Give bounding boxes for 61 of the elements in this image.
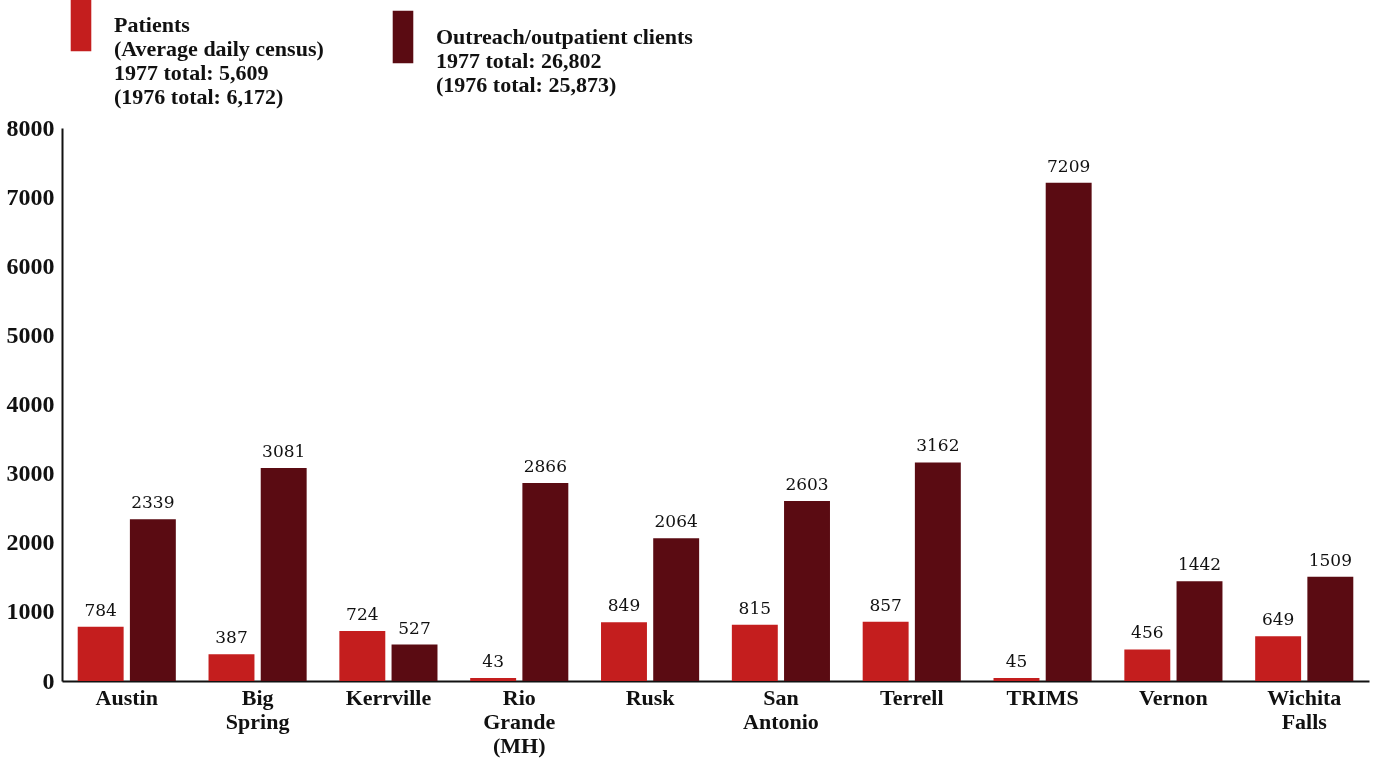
data-label: 724 — [346, 603, 379, 624]
legend-label: Outreach/outpatient clients 1977 total: 26,802 (1976 total: 25,873) — [436, 24, 694, 97]
y-tick-label: 7000 — [6, 183, 55, 210]
bar — [208, 654, 255, 681]
bar — [1176, 581, 1223, 681]
data-label: 387 — [215, 627, 248, 648]
bar — [77, 626, 124, 681]
bar — [1045, 182, 1092, 681]
data-label: 2603 — [785, 474, 829, 495]
bar — [260, 468, 307, 681]
data-label: 3081 — [262, 441, 306, 462]
bar — [1307, 576, 1354, 681]
bar — [784, 501, 830, 681]
bar — [1124, 649, 1171, 681]
data-label: 2866 — [523, 455, 567, 476]
x-tick-label: Big Spring — [225, 684, 290, 734]
y-tick-label: 0 — [42, 667, 55, 694]
data-label: 2339 — [131, 492, 175, 513]
data-label: 1509 — [1308, 549, 1352, 570]
y-tick-label: 4000 — [6, 391, 55, 417]
y-tick-label: 2000 — [6, 529, 55, 556]
bar — [129, 519, 176, 681]
data-label: 849 — [607, 595, 641, 616]
y-tick-label: 3000 — [6, 460, 55, 487]
bar — [993, 677, 1040, 681]
data-label: 7209 — [1047, 155, 1091, 176]
bar — [470, 678, 517, 681]
y-tick-label: 8000 — [6, 114, 55, 141]
y-tick-label: 1000 — [6, 598, 55, 625]
bar — [1255, 636, 1302, 681]
data-label: 45 — [1005, 650, 1028, 671]
bar — [862, 621, 909, 681]
x-tick-label: Vernon — [1138, 684, 1208, 710]
x-tick-label: TRIMS — [1006, 684, 1079, 710]
y-tick-label: 5000 — [6, 321, 55, 348]
bar — [339, 630, 386, 681]
legend-label: Patients (Average daily census) 1977 total: 5,609 (1976 total: 6,172) — [114, 12, 324, 109]
data-label: 815 — [738, 597, 772, 618]
data-label: 857 — [869, 594, 902, 615]
y-tick-label: 6000 — [6, 252, 55, 279]
bar — [391, 644, 438, 681]
data-label: 1442 — [1177, 554, 1222, 575]
x-tick-label: Rio Grande (MH) — [483, 684, 556, 758]
bar — [653, 538, 700, 681]
data-label: 527 — [398, 617, 431, 638]
bar — [914, 462, 961, 681]
data-label: 456 — [1131, 622, 1164, 643]
bar — [522, 482, 569, 681]
x-tick-label: Wichita Falls — [1267, 684, 1342, 734]
bar — [601, 622, 647, 681]
x-tick-label: Terrell — [879, 684, 944, 710]
data-label: 3162 — [916, 435, 960, 456]
x-tick-label: Kerrville — [345, 684, 432, 710]
x-tick-label: Austin — [95, 684, 158, 710]
x-tick-label: Rusk — [625, 684, 676, 710]
data-label: 2064 — [654, 511, 698, 532]
data-label: 649 — [1261, 609, 1295, 630]
data-label: 784 — [84, 599, 117, 620]
bar — [731, 624, 778, 681]
x-tick-label: San Antonio — [743, 684, 819, 734]
data-label: 43 — [482, 651, 504, 672]
